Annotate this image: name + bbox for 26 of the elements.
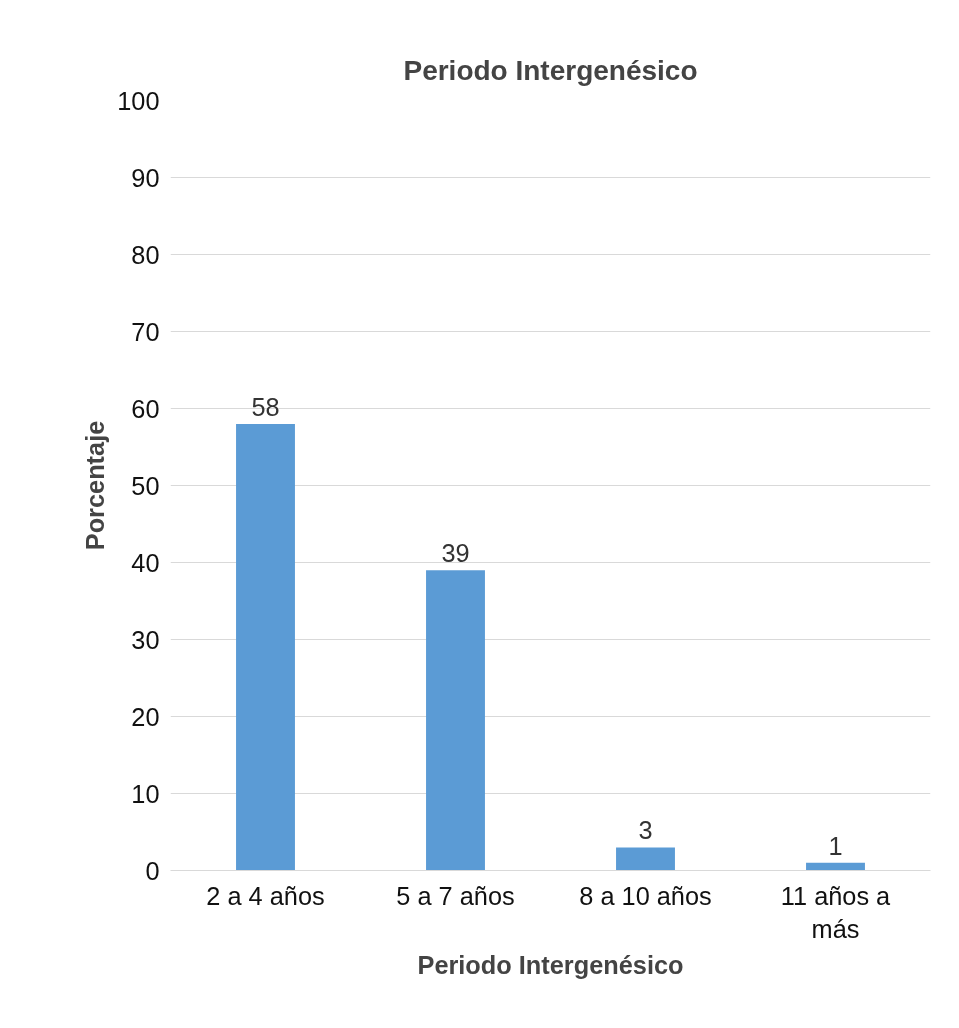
y-tick-label: 30 — [131, 625, 160, 654]
data-label: 1 — [828, 831, 843, 860]
y-tick-label: 50 — [131, 471, 160, 500]
y-tick-label: 70 — [131, 317, 160, 346]
y-tick-label: 100 — [117, 86, 160, 115]
bar — [236, 423, 295, 871]
y-tick-label: 40 — [131, 548, 160, 577]
chart-title: Periodo Intergenésico — [403, 54, 698, 86]
y-tick-label: 10 — [131, 779, 160, 808]
bar — [426, 570, 485, 871]
x-axis-title: Periodo Intergenésico — [417, 951, 684, 980]
x-tick-label: 11 años a más — [780, 881, 892, 944]
data-label: 58 — [251, 392, 280, 421]
bar — [806, 862, 865, 871]
x-tick-label: 8 a 10 años — [579, 881, 712, 910]
bar — [616, 847, 675, 871]
data-label: 3 — [638, 816, 653, 845]
y-tick-label: 20 — [131, 702, 160, 731]
y-tick-label: 60 — [131, 394, 160, 423]
y-tick-label: 80 — [131, 240, 160, 269]
x-tick-label: 5 a 7 años — [396, 881, 515, 910]
y-tick-label: 0 — [145, 856, 160, 885]
data-label: 39 — [441, 539, 470, 568]
y-tick-label: 90 — [131, 163, 160, 192]
y-axis-title: Porcentaje — [81, 420, 110, 551]
x-tick-label: 2 a 4 años — [206, 881, 325, 910]
